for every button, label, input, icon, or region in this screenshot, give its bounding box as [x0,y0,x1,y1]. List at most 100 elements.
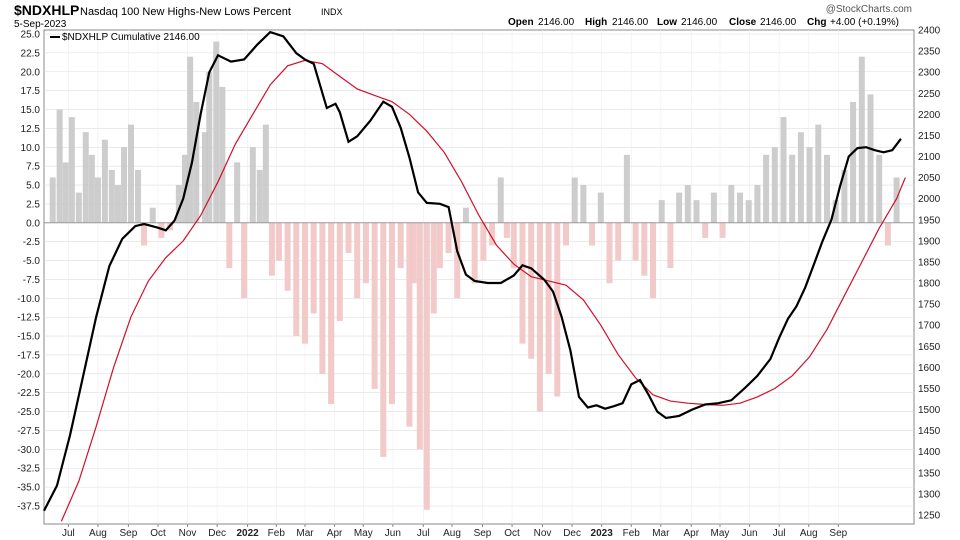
x-tick-label-24: Jul [773,528,786,539]
percent-bar-75 [623,154,630,223]
percent-bar-59 [489,222,496,246]
x-tick-label-17: Dec [563,528,581,539]
percent-bar-52 [430,222,437,314]
left-tick-label-3: 17.5 [21,86,41,97]
x-tick-label-12: Jul [417,528,430,539]
percent-bar-12 [128,124,134,223]
percent-bars [49,41,900,510]
percent-bar-91 [763,154,770,223]
x-tick-label-25: Aug [800,528,818,539]
percent-bar-85 [710,192,717,223]
percent-bar-63 [519,222,526,344]
percent-bar-8 [101,139,108,223]
percent-bar-26 [226,222,233,269]
right-tick-label-3: 2250 [918,89,941,100]
left-tick-label-12: -5.0 [23,256,41,267]
percent-bar-13 [134,169,141,223]
percent-bar-5 [82,132,89,223]
percent-bar-50 [416,222,423,450]
percent-bar-89 [745,200,752,223]
percent-bar-0 [49,177,56,223]
percent-bar-79 [658,200,665,223]
x-tick-label-10: May [354,528,373,539]
left-tick-label-1: 22.5 [21,48,41,59]
percent-bar-9 [108,169,115,223]
left-tick-label-16: -15.0 [17,332,40,343]
left-tick-label-23: -32.5 [17,464,40,475]
x-tick-label-16: Nov [534,528,552,539]
percent-bar-87 [728,185,735,223]
percent-bar-94 [789,154,796,223]
percent-bar-15 [149,207,156,223]
close-value: 2146.00 [760,17,797,28]
x-tick-label-4: Nov [179,528,197,539]
percent-bar-55 [454,222,461,299]
left-tick-label-24: -35.0 [17,483,40,494]
ohlc-readout: Open 2146.00 High 2146.00 Low 2146.00 Cl… [508,17,899,28]
percent-bar-84 [702,222,709,238]
x-tick-label-20: Mar [652,528,670,539]
left-tick-label-0: 25.0 [21,30,41,41]
percent-bar-33 [275,222,282,261]
left-axis: 25.0 22.5 20.0 17.5 15.0 12.5 10.0 7.5 5.0 2.5 0.0… [17,30,40,513]
percent-bar-3 [68,117,75,223]
x-tick-label-11: Jun [385,528,401,539]
cumulative-line [43,30,902,512]
left-tick-label-22: -30.0 [17,445,40,456]
x-tick-label-13: Aug [443,528,461,539]
right-tick-label-21: 1350 [918,468,941,479]
percent-bar-64 [528,222,535,359]
percent-bar-51 [423,222,430,510]
chg-value: +4.00 (+0.19%) [830,17,899,28]
right-tick-label-4: 2200 [918,110,941,121]
right-tick-label-0: 2400 [918,26,941,37]
x-tick-label-26: Sep [829,528,847,539]
left-tick-label-18: -20.0 [17,369,40,380]
percent-bar-36 [302,222,308,344]
percent-bar-1 [56,109,63,223]
percent-bar-93 [780,117,787,223]
percent-bar-71 [589,222,596,246]
right-tick-label-6: 2100 [918,152,941,163]
percent-bar-80 [667,222,674,269]
x-tick-label-6: 2022 [236,528,259,539]
right-tick-label-8: 2000 [918,194,941,205]
left-tick-label-9: 2.5 [26,199,40,210]
percent-bar-14 [141,222,148,246]
percent-bar-43 [362,222,369,284]
percent-bar-102 [858,56,865,223]
percent-bar-49 [410,222,417,284]
percent-bar-40 [336,222,343,321]
percent-bar-56 [462,207,469,223]
percent-bar-90 [754,185,761,223]
right-tick-label-9: 1950 [918,215,941,226]
percent-bar-60 [497,177,504,223]
percent-bar-20 [187,56,194,223]
percent-bar-92 [771,147,778,223]
right-tick-label-14: 1700 [918,321,941,332]
percent-bar-88 [737,192,743,223]
x-tick-label-0: Jul [62,528,75,539]
percent-bar-101 [850,101,857,223]
right-tick-label-1: 2350 [918,47,941,58]
percent-bar-66 [545,222,552,374]
right-tick-label-7: 2050 [918,173,941,184]
percent-bar-10 [114,185,121,223]
percent-bar-23 [206,71,213,223]
percent-bar-76 [632,222,639,261]
percent-bar-58 [480,222,487,261]
percent-bar-31 [262,124,269,223]
percent-bar-6 [88,154,95,223]
chart-date: 5-Sep-2023 [14,19,67,30]
left-tick-label-20: -25.0 [17,407,40,418]
left-tick-label-4: 15.0 [21,105,41,116]
percent-bar-104 [876,154,883,223]
percent-bar-62 [510,222,517,269]
x-tick-label-22: May [711,528,730,539]
left-tick-label-6: 10.0 [21,143,41,154]
x-tick-label-18: 2023 [591,528,614,539]
percent-bar-32 [268,222,275,276]
percent-bar-37 [310,222,317,314]
left-tick-label-21: -27.5 [17,426,40,437]
percent-bar-48 [406,222,413,427]
